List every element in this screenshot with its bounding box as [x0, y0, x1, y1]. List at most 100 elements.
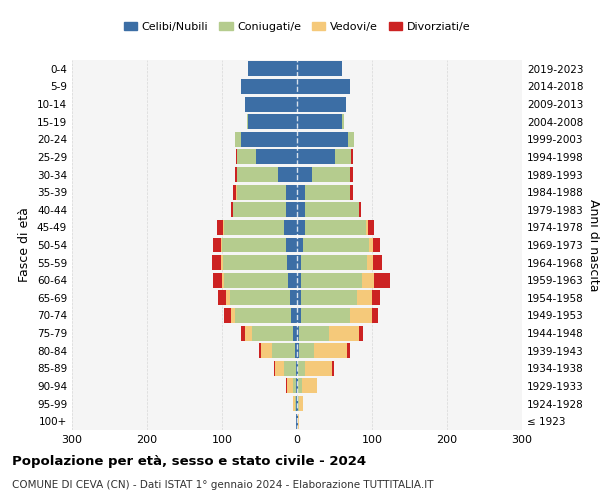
Y-axis label: Anni di nascita: Anni di nascita [587, 198, 600, 291]
Bar [221, 255, 223, 270]
Bar [296, 378, 297, 394]
Bar [217, 220, 223, 235]
Bar [212, 255, 221, 270]
Bar [297, 378, 298, 394]
Bar [297, 343, 299, 358]
Bar [350, 184, 353, 200]
Bar [223, 255, 287, 270]
Bar [373, 238, 380, 252]
Bar [331, 361, 334, 376]
Bar [222, 273, 224, 287]
Bar [233, 202, 286, 218]
Bar [245, 96, 297, 112]
Bar [366, 220, 368, 235]
Bar [301, 290, 357, 306]
Bar [297, 308, 301, 323]
Bar [293, 378, 296, 394]
Bar [297, 396, 298, 411]
Bar [223, 308, 231, 323]
Bar [349, 308, 372, 323]
Bar [298, 414, 299, 428]
Bar [297, 114, 342, 129]
Bar [274, 361, 275, 376]
Bar [286, 184, 297, 200]
Bar [241, 79, 297, 94]
Bar [298, 378, 302, 394]
Bar [369, 238, 373, 252]
Bar [372, 308, 378, 323]
Bar [297, 62, 342, 76]
Bar [247, 114, 248, 129]
Bar [351, 150, 353, 164]
Bar [224, 220, 284, 235]
Bar [231, 308, 235, 323]
Bar [248, 62, 297, 76]
Bar [233, 184, 236, 200]
Bar [293, 326, 297, 340]
Bar [305, 184, 349, 200]
Bar [286, 202, 297, 218]
Bar [222, 238, 286, 252]
Bar [296, 361, 297, 376]
Bar [275, 361, 284, 376]
Bar [298, 361, 305, 376]
Bar [272, 343, 295, 358]
Bar [372, 290, 380, 306]
Bar [299, 396, 303, 411]
Bar [297, 290, 301, 306]
Bar [296, 396, 297, 411]
Bar [335, 150, 351, 164]
Bar [287, 378, 293, 394]
Bar [329, 326, 359, 340]
Bar [284, 220, 297, 235]
Bar [231, 202, 233, 218]
Bar [299, 326, 329, 340]
Bar [314, 343, 347, 358]
Bar [218, 290, 226, 306]
Bar [278, 167, 297, 182]
Bar [295, 343, 297, 358]
Bar [367, 255, 373, 270]
Bar [301, 255, 367, 270]
Bar [368, 220, 374, 235]
Text: Popolazione per età, sesso e stato civile - 2024: Popolazione per età, sesso e stato civil… [12, 455, 366, 468]
Bar [305, 202, 359, 218]
Bar [235, 167, 237, 182]
Bar [297, 79, 349, 94]
Bar [297, 326, 299, 340]
Bar [297, 167, 312, 182]
Bar [286, 378, 287, 394]
Bar [213, 238, 221, 252]
Bar [226, 290, 229, 306]
Bar [223, 220, 224, 235]
Bar [248, 114, 297, 129]
Bar [362, 273, 373, 287]
Bar [235, 308, 291, 323]
Bar [301, 273, 362, 287]
Bar [301, 308, 349, 323]
Bar [305, 361, 331, 376]
Bar [297, 255, 301, 270]
Bar [286, 238, 297, 252]
Bar [312, 167, 349, 182]
Bar [347, 343, 349, 358]
Bar [297, 238, 303, 252]
Bar [296, 414, 297, 428]
Bar [297, 150, 335, 164]
Bar [373, 273, 390, 287]
Bar [303, 238, 369, 252]
Bar [297, 414, 298, 428]
Bar [237, 167, 278, 182]
Bar [236, 184, 237, 200]
Bar [359, 326, 363, 340]
Bar [297, 202, 305, 218]
Bar [297, 273, 301, 287]
Bar [297, 184, 305, 200]
Bar [245, 326, 252, 340]
Bar [297, 220, 305, 235]
Bar [213, 273, 222, 287]
Bar [349, 167, 353, 182]
Bar [287, 255, 297, 270]
Bar [305, 220, 366, 235]
Bar [237, 150, 256, 164]
